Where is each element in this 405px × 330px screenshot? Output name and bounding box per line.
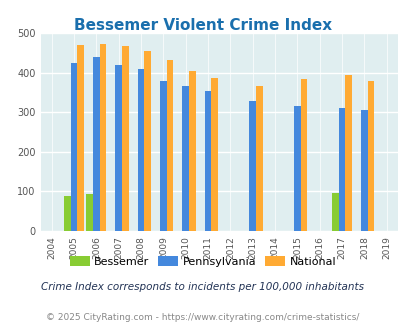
Bar [204, 91, 211, 231]
Text: Crime Index corresponds to incidents per 100,000 inhabitants: Crime Index corresponds to incidents per… [41, 282, 364, 292]
Bar [249, 101, 256, 231]
Bar [122, 46, 128, 231]
Bar [293, 106, 300, 231]
Bar [211, 78, 217, 231]
Bar [100, 44, 106, 231]
Bar [93, 57, 100, 231]
Bar [189, 71, 195, 231]
Bar [160, 81, 166, 231]
Legend: Bessemer, Pennsylvania, National: Bessemer, Pennsylvania, National [65, 251, 340, 271]
Bar [64, 196, 70, 231]
Bar [367, 81, 373, 231]
Bar [331, 193, 338, 231]
Bar [166, 59, 173, 231]
Bar [115, 65, 122, 231]
Bar [86, 194, 93, 231]
Bar [360, 110, 367, 231]
Text: © 2025 CityRating.com - https://www.cityrating.com/crime-statistics/: © 2025 CityRating.com - https://www.city… [46, 313, 359, 322]
Bar [182, 86, 189, 231]
Bar [70, 63, 77, 231]
Bar [300, 79, 307, 231]
Bar [137, 69, 144, 231]
Bar [338, 108, 345, 231]
Bar [77, 45, 84, 231]
Bar [345, 75, 351, 231]
Bar [144, 51, 151, 231]
Text: Bessemer Violent Crime Index: Bessemer Violent Crime Index [74, 18, 331, 33]
Bar [256, 86, 262, 231]
